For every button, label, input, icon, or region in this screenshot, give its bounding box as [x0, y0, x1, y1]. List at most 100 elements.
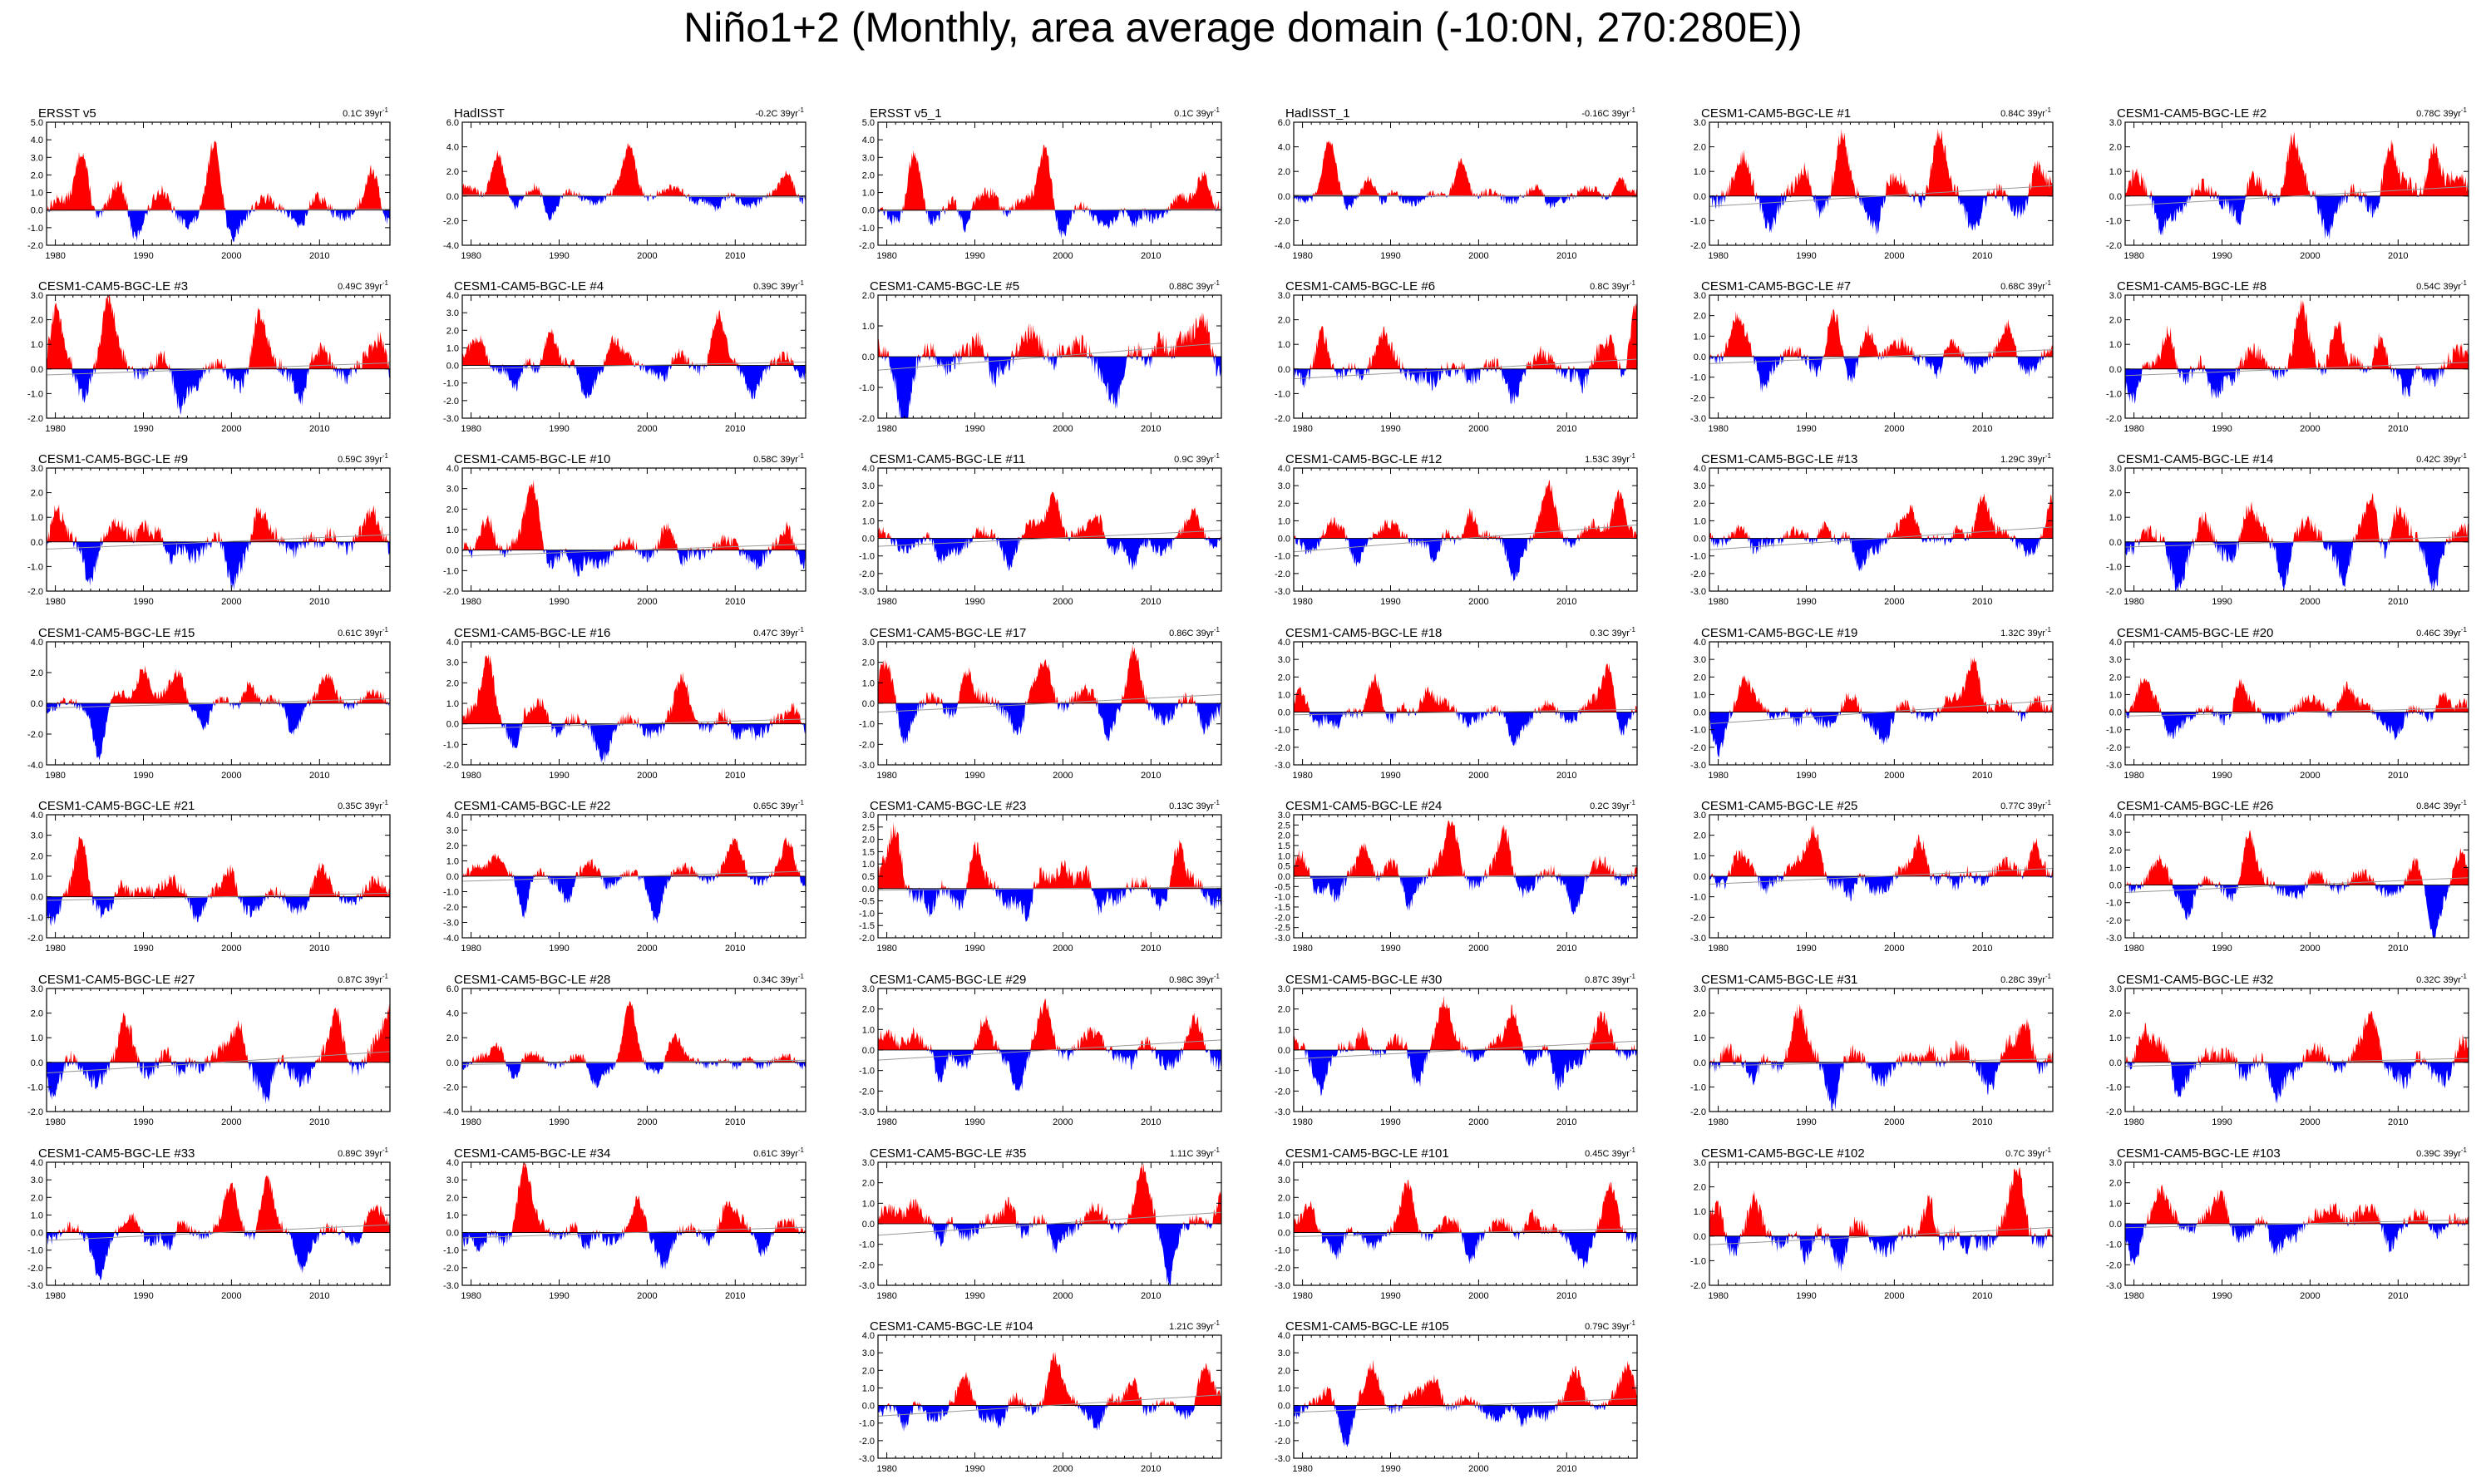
- y-tick-label: 3.0: [31, 1176, 43, 1186]
- y-tick-label: 1.5: [1278, 841, 1290, 851]
- positive-anomaly-area: [47, 665, 390, 703]
- plot-frame: [1709, 467, 2054, 592]
- y-tick-label: 3.0: [2109, 984, 2122, 994]
- trend-line: [1709, 1226, 2054, 1245]
- y-tick-label: 1.0: [862, 1199, 875, 1209]
- positive-anomaly-area: [462, 310, 806, 366]
- x-tick-label: 1990: [964, 251, 984, 261]
- y-tick-label: 4.0: [1278, 1331, 1290, 1341]
- panel-trend: 0.77C 39yr-1: [2000, 799, 2051, 811]
- x-tick-label: 1990: [133, 771, 153, 781]
- panel-trend: 0.2C 39yr-1: [1590, 799, 1635, 811]
- trend-unit-exponent: -1: [1214, 973, 1221, 980]
- trend-line: [877, 209, 1222, 212]
- y-tick-label: 1.0: [862, 860, 875, 870]
- y-tick-label: -2.0: [859, 1260, 875, 1270]
- y-tick-label: -3.0: [1275, 587, 1290, 597]
- y-tick-label: 1.0: [2109, 863, 2122, 873]
- y-tick-label: -2.0: [443, 216, 459, 226]
- y-tick-label: 2.0: [1278, 167, 1290, 177]
- panel-title: ERSST v5: [38, 106, 96, 121]
- y-tick-label: 4.0: [2109, 638, 2122, 648]
- negative-anomaly-area: [2125, 712, 2469, 741]
- panel-title: CESM1-CAM5-BGC-LE #29: [870, 973, 1026, 987]
- panel-trend: 0.98C 39yr-1: [1169, 973, 1220, 985]
- x-tick-label: 1990: [2212, 944, 2232, 954]
- trend-unit-exponent: -1: [798, 452, 805, 460]
- trend-line: [1293, 1398, 1638, 1413]
- y-tick-label: -2.5: [1275, 924, 1290, 934]
- y-tick-label: 3.0: [1278, 984, 1290, 994]
- chart-panel: -3.0 -2.0 -1.0 0.0 1.0 2.0 3.0 1980 1990 2000 2010…: [859, 1146, 1222, 1301]
- x-tick-label: 1980: [461, 251, 481, 261]
- panel-title: CESM1-CAM5-BGC-LE #22: [454, 799, 610, 813]
- panel-trend: 1.21C 39yr-1: [1169, 1319, 1220, 1332]
- x-tick-label: 1990: [549, 597, 569, 607]
- y-tick-label: 1.0: [446, 699, 459, 709]
- x-tick-label: 2010: [725, 1291, 745, 1301]
- y-tick-label: -2.0: [2106, 743, 2122, 753]
- x-tick-label: 2010: [1556, 771, 1576, 781]
- y-tick-label: -2.0: [859, 934, 875, 944]
- x-tick-label: 2010: [1972, 771, 1992, 781]
- x-tick-label: 2010: [2388, 597, 2408, 607]
- x-tick-label: 2010: [2388, 251, 2408, 261]
- y-tick-label: -2.0: [443, 587, 459, 597]
- positive-anomaly-area: [1294, 820, 1637, 876]
- x-tick-label: 2010: [1972, 424, 1992, 434]
- y-tick-label: -3.0: [1690, 934, 1706, 944]
- x-tick-label: 1990: [1380, 1291, 1400, 1301]
- y-tick-label: 1.0: [1278, 1210, 1290, 1220]
- y-tick-label: -2.0: [1690, 393, 1706, 403]
- y-tick-label: -2.0: [27, 414, 43, 424]
- x-tick-label: 2000: [1884, 1117, 1904, 1127]
- y-tick-label: -1.0: [1275, 1246, 1290, 1256]
- y-tick-label: 3.0: [2109, 655, 2122, 665]
- y-tick-label: 1.0: [1278, 690, 1290, 700]
- y-tick-label: 1.0: [1694, 332, 1706, 342]
- trend-unit-exponent: -1: [2461, 452, 2468, 460]
- panel-trend: 0.1C 39yr-1: [343, 106, 388, 119]
- y-tick-label: 2.0: [446, 167, 459, 177]
- trend-line: [461, 1059, 806, 1065]
- panel-title: CESM1-CAM5-BGC-LE #5: [870, 279, 1019, 293]
- negative-anomaly-area: [878, 210, 1221, 239]
- y-tick-label: 3.0: [1694, 118, 1706, 128]
- negative-anomaly-area: [2125, 1062, 2469, 1104]
- x-tick-label: 1990: [1380, 597, 1400, 607]
- y-tick-label: 2.0: [1278, 1193, 1290, 1203]
- x-tick-label: 1990: [133, 1291, 153, 1301]
- chart-panel: -2.0 -1.0 0.0 1.0 2.0 3.0 4.0 1980 1990 2000 2010 C…: [443, 626, 806, 781]
- panel-trend: 0.35C 39yr-1: [338, 799, 388, 811]
- y-tick-label: 2.0: [2109, 316, 2122, 326]
- y-tick-label: -3.0: [2106, 1281, 2122, 1291]
- y-tick-label: -1.0: [443, 379, 459, 389]
- y-tick-label: 0.0: [862, 699, 875, 709]
- trend-line: [46, 362, 391, 376]
- y-tick-label: 0.0: [1694, 1232, 1706, 1242]
- trend-unit-exponent: -1: [382, 1146, 389, 1154]
- y-tick-label: 4.0: [1278, 143, 1290, 153]
- y-tick-label: 4.0: [862, 464, 875, 474]
- trend-line: [2124, 1058, 2469, 1067]
- x-tick-label: 1990: [549, 1291, 569, 1301]
- y-tick-label: -2.0: [1275, 1264, 1290, 1274]
- y-tick-label: -4.0: [27, 761, 43, 771]
- trend-unit-exponent: -1: [2461, 106, 2468, 114]
- x-tick-label: 2010: [2388, 771, 2408, 781]
- plot-frame: [46, 121, 391, 246]
- trend-line: [461, 1226, 806, 1239]
- panel-trend: 0.88C 39yr-1: [1169, 279, 1220, 292]
- negative-anomaly-area: [1294, 876, 1637, 915]
- y-tick-label: 0.0: [446, 362, 459, 372]
- trend-unit-exponent: -1: [798, 626, 805, 634]
- trend-unit-exponent: -1: [1630, 799, 1636, 806]
- trend-line: [46, 1051, 391, 1074]
- y-tick-label: 0.0: [31, 1229, 43, 1239]
- y-tick-label: 3.0: [1694, 811, 1706, 821]
- trend-unit-exponent: -1: [1214, 106, 1221, 114]
- negative-anomaly-area: [1709, 1062, 2053, 1112]
- x-tick-label: 1980: [1708, 251, 1728, 261]
- trend-line: [1709, 185, 2054, 207]
- y-tick-label: -1.0: [1275, 1067, 1290, 1077]
